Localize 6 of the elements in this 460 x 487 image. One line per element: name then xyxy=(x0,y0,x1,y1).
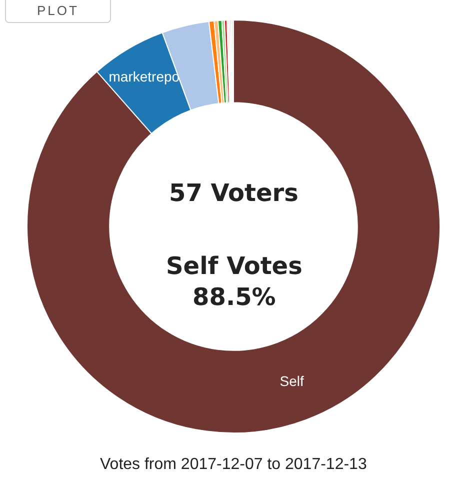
plot-button: PLOT xyxy=(5,0,111,23)
text: Self Votes 88.5% xyxy=(166,252,302,312)
slice-label: Self xyxy=(280,373,304,390)
text: 57 Voters xyxy=(169,179,298,207)
slice-label: marketrepo xyxy=(108,68,180,85)
text: Votes from 2017-12-07 to 2017-12-13 xyxy=(100,456,367,473)
